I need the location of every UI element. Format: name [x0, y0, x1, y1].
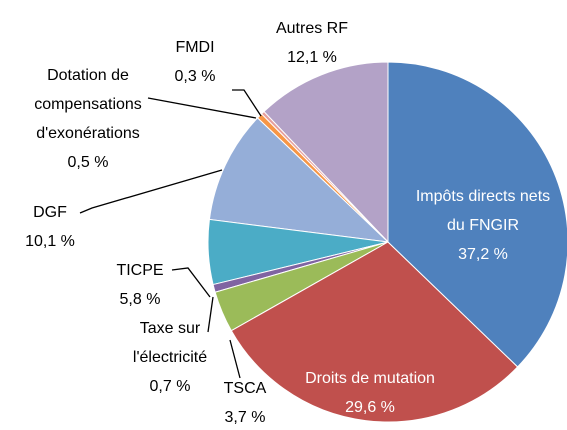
leader-line: [207, 296, 214, 333]
value-label: 0,3 %: [174, 68, 216, 85]
slice-label: DGF 10,1 %: [15, 198, 85, 256]
leader-line: [229, 339, 241, 379]
category-label: Dotation de compensations d'exonérations: [34, 67, 142, 142]
category-label: TSCA: [223, 380, 267, 397]
slice-label: Dotation de compensations d'exonérations…: [18, 61, 158, 177]
category-label: Droits de mutation: [305, 370, 435, 387]
slice-label: FMDI 0,3 %: [165, 33, 225, 91]
leader-line: [171, 267, 211, 298]
pie-slice: [263, 61, 389, 244]
category-label: DGF: [33, 204, 67, 221]
slice-label: Droits de mutation 29,6 %: [260, 364, 480, 422]
leader-line: [232, 89, 262, 117]
category-label: Taxe sur l'électricité: [132, 320, 208, 366]
value-label: 5,8 %: [119, 291, 161, 308]
leader-lines: [79, 89, 262, 379]
category-label: FMDI: [175, 39, 215, 56]
value-label: 0,7 %: [149, 378, 191, 395]
leader-line: [79, 169, 223, 214]
category-label: Autres RF: [275, 20, 348, 37]
value-label: 10,1 %: [25, 233, 75, 250]
category-label: TICPE: [116, 262, 164, 279]
slice-label: Taxe sur l'électricité 0,7 %: [115, 314, 225, 401]
category-label: Impôts directs nets du FNGIR: [415, 188, 551, 234]
slice-label: Autres RF 12,1 %: [262, 14, 362, 72]
pie-slice: [208, 117, 390, 243]
leader-line: [147, 97, 257, 119]
slice-label: TSCA 3,7 %: [205, 374, 285, 430]
value-label: 0,5 %: [67, 154, 109, 171]
pie-slice: [387, 61, 567, 368]
value-label: 29,6 %: [345, 399, 395, 416]
slice-label: Impôts directs nets du FNGIR 37,2 %: [408, 182, 558, 269]
value-label: 37,2 %: [458, 246, 508, 263]
value-label: 3,7 %: [224, 409, 266, 426]
slice-label: TICPE 5,8 %: [100, 256, 180, 314]
value-label: 12,1 %: [287, 49, 337, 66]
pie-slice: [230, 241, 519, 423]
